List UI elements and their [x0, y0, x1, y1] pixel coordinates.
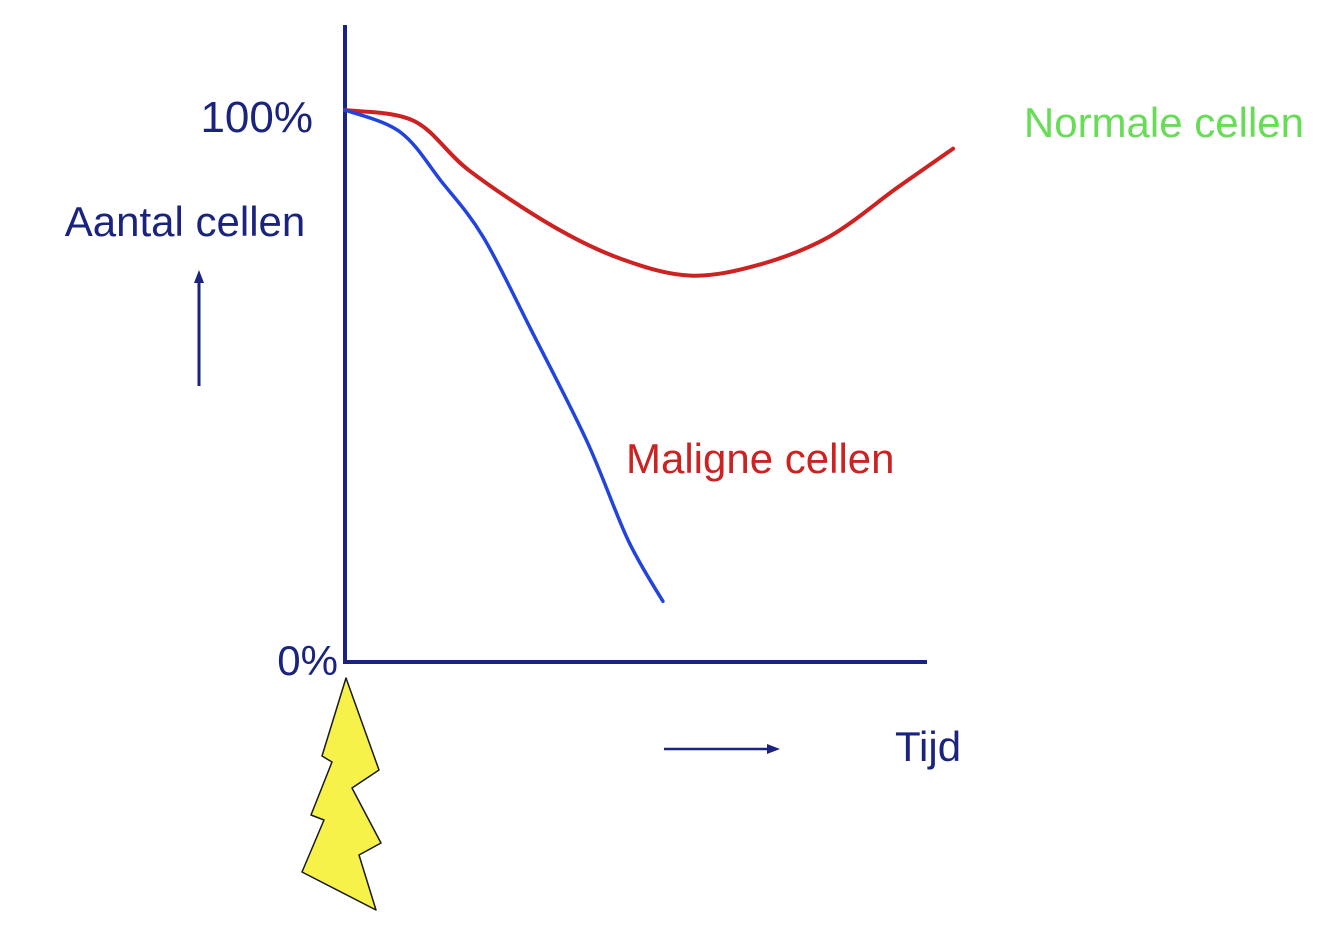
series-line-maligne-cellen — [343, 108, 665, 604]
y-arrow-head-icon — [194, 270, 204, 283]
x-axis-label: Tijd — [895, 723, 961, 770]
series-line-normale-cellen — [343, 108, 956, 278]
y-tick-label-0: 0% — [277, 637, 338, 684]
lightning-bolt-icon — [301, 677, 382, 911]
x-arrow-head-icon — [767, 744, 780, 754]
y-axis-label: Aantal cellen — [65, 198, 306, 245]
series-label-maligne-cellen: Maligne cellen — [626, 435, 895, 482]
y-tick-label-100: 100% — [200, 93, 313, 142]
series-label-normale-cellen: Normale cellen — [1024, 99, 1304, 146]
